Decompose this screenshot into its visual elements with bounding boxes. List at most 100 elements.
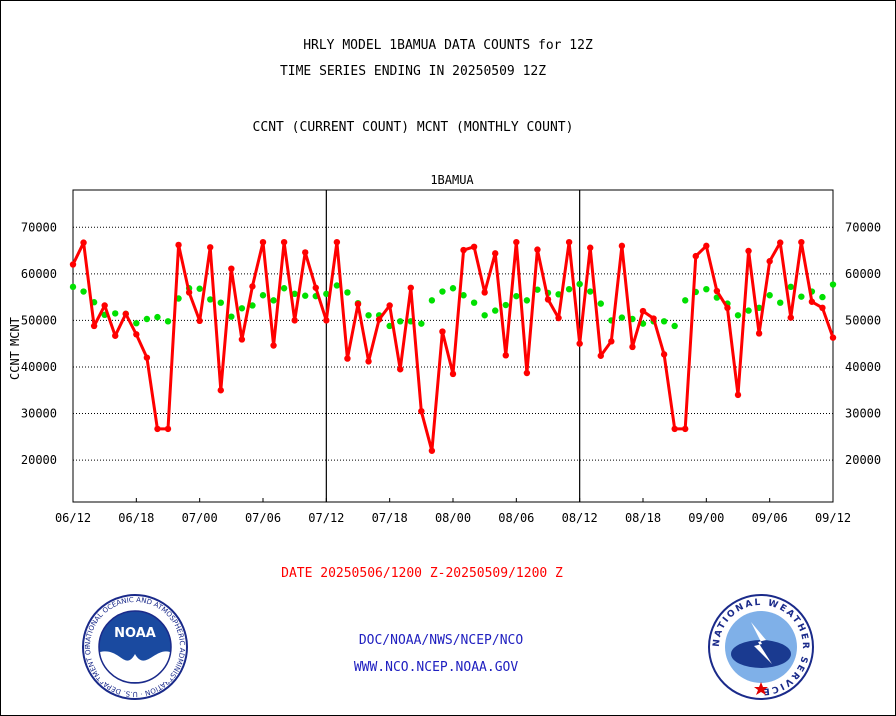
data-point-ccnt [228, 265, 235, 272]
data-point-mcnt [703, 285, 710, 293]
data-point-ccnt [523, 369, 531, 377]
data-point-ccnt [555, 314, 562, 322]
data-point-mcnt [238, 305, 246, 312]
data-point-ccnt [565, 238, 573, 246]
data-point-mcnt [787, 283, 794, 291]
data-point-mcnt [154, 313, 161, 321]
data-point-mcnt [460, 292, 467, 299]
data-point-mcnt [280, 285, 288, 292]
x-tick-label: 09/06 [752, 511, 788, 525]
data-point-ccnt [724, 304, 731, 312]
data-point-ccnt [660, 351, 668, 358]
data-point-mcnt [829, 281, 837, 288]
x-tick-label: 08/18 [625, 511, 661, 525]
data-point-ccnt [671, 425, 678, 433]
data-point-mcnt [249, 302, 256, 309]
y-tick-label-left: 30000 [21, 407, 57, 421]
data-point-mcnt [449, 285, 457, 292]
data-point-mcnt [302, 292, 309, 299]
data-point-mcnt [323, 290, 330, 298]
data-point-ccnt [344, 355, 351, 362]
data-point-mcnt [270, 297, 277, 304]
data-point-ccnt [143, 354, 151, 361]
data-point-ccnt [682, 425, 689, 433]
data-point-ccnt [460, 246, 467, 254]
data-point-ccnt [808, 298, 816, 305]
x-tick-label: 08/06 [498, 511, 534, 525]
data-point-ccnt [175, 241, 182, 249]
data-point-ccnt [238, 336, 246, 343]
data-point-mcnt [133, 319, 140, 327]
data-point-ccnt [196, 317, 203, 325]
data-point-mcnt [365, 312, 372, 319]
data-point-mcnt [207, 296, 214, 303]
data-point-ccnt [745, 247, 752, 255]
data-point-ccnt [713, 287, 721, 295]
noaa-logo-icon: NATIONAL OCEANIC AND ATMOSPHERIC ADMINIS… [80, 592, 188, 700]
data-point-mcnt [428, 297, 436, 304]
data-point-ccnt [428, 447, 436, 454]
data-point-ccnt [502, 352, 509, 359]
data-point-mcnt [228, 313, 235, 320]
data-point-mcnt [597, 300, 604, 307]
data-point-mcnt [565, 285, 573, 293]
data-point-mcnt [259, 292, 267, 299]
data-point-ccnt [217, 387, 224, 394]
data-point-ccnt [101, 302, 108, 309]
data-point-ccnt [819, 304, 826, 312]
data-point-mcnt [798, 293, 805, 300]
data-point-ccnt [481, 289, 488, 296]
x-tick-label: 07/00 [182, 511, 218, 525]
data-point-mcnt [196, 285, 203, 292]
y-tick-label-right: 70000 [845, 220, 881, 234]
data-point-ccnt [90, 322, 98, 330]
y-tick-label-right: 60000 [845, 267, 881, 281]
data-point-mcnt [333, 282, 341, 289]
data-point-ccnt [692, 252, 699, 260]
data-point-mcnt [481, 312, 488, 319]
data-point-ccnt [207, 244, 214, 251]
data-point-mcnt [587, 288, 594, 295]
data-point-mcnt [439, 288, 446, 295]
ylabel-mcnt: MCNT [8, 317, 22, 346]
data-point-mcnt [69, 283, 77, 291]
plot-border [72, 189, 834, 503]
mcnt-series [69, 280, 837, 330]
chart-subtitle: CCNT (CURRENT COUNT) MCNT (MONTHLY COUNT… [252, 120, 574, 135]
data-point-ccnt [449, 370, 457, 378]
data-point-mcnt [534, 286, 541, 293]
data-point-ccnt [323, 317, 330, 324]
data-point-ccnt [185, 289, 193, 296]
date-range: DATE 20250506/1200 Z-20250509/1200 Z [281, 566, 563, 581]
data-point-mcnt [397, 318, 404, 325]
data-point-ccnt [755, 330, 763, 337]
y-tick-label-right: 50000 [845, 313, 881, 327]
y-tick-label-left: 60000 [21, 267, 57, 281]
data-point-mcnt [418, 320, 425, 327]
data-point-ccnt [80, 239, 87, 246]
data-point-mcnt [291, 290, 298, 298]
x-tick-label: 08/12 [562, 511, 598, 525]
x-axis: 06/12 06/18 07/00 07/06 07/12 07/18 08/00 08/06… [55, 498, 851, 525]
data-point-mcnt [386, 322, 393, 330]
data-point-ccnt [492, 250, 499, 257]
data-point-ccnt [407, 284, 414, 291]
x-tick-label: 07/06 [245, 511, 281, 525]
data-point-ccnt [829, 334, 837, 341]
y-tick-label-right: 30000 [845, 407, 881, 421]
data-point-ccnt [249, 283, 256, 290]
x-tick-label: 06/12 [55, 511, 91, 525]
ccnt-series [69, 238, 837, 454]
data-point-ccnt [608, 338, 615, 345]
plot-title: 1BAMUA [430, 173, 474, 187]
x-tick-label: 06/18 [118, 511, 154, 525]
data-point-ccnt [312, 284, 319, 291]
chart-title-line2: TIME SERIES ENDING IN 20250509 12Z [279, 64, 547, 79]
data-point-ccnt [164, 425, 172, 433]
nws-logo-icon: NATIONAL WEATHER SERVICE [708, 594, 814, 700]
data-point-ccnt [259, 238, 267, 246]
data-point-mcnt [513, 292, 520, 300]
data-point-ccnt [291, 317, 298, 324]
noaa-logo-text: NOAA [114, 626, 156, 641]
